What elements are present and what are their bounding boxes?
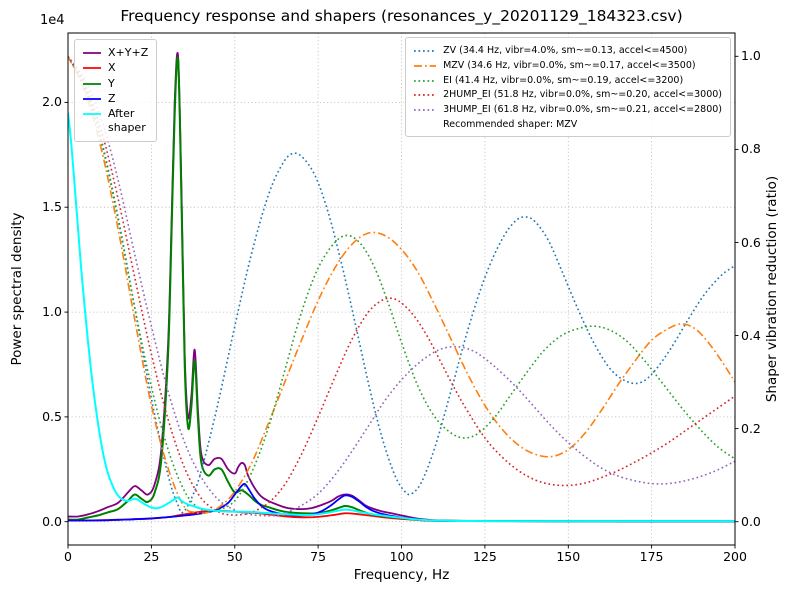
legend-swatch <box>83 97 101 100</box>
x-tick-label: 125 <box>472 549 497 564</box>
y-left-tick-label: 1.0 <box>42 304 62 320</box>
y-left-tick-label: 1.5 <box>42 199 62 215</box>
series-after-shaper <box>68 112 735 523</box>
legend-item: ZV (34.4 Hz, vibr=4.0%, sm~=0.13, accel<… <box>413 44 722 58</box>
y-axis-left-label: Power spectral density <box>9 212 25 366</box>
y-right-tick-label: 0.6 <box>741 234 761 250</box>
legend-swatch <box>414 50 437 52</box>
x-tick-label: 175 <box>639 549 664 564</box>
series-zv <box>68 55 735 514</box>
legend-item: X <box>82 61 148 75</box>
y-axis-offset-label: 1e4 <box>40 13 65 28</box>
legend-swatch <box>414 79 437 82</box>
y-left-tick-label: 2.0 <box>42 94 62 110</box>
legend-item: MZV (34.6 Hz, vibr=0.0%, sm~=0.17, accel… <box>413 59 722 73</box>
legend-label: 2HUMP_EI (51.8 Hz, vibr=0.0%, sm~=0.20, … <box>443 89 722 101</box>
legend-label: 3HUMP_EI (61.8 Hz, vibr=0.0%, sm~=0.21, … <box>443 104 722 116</box>
legend-swatch <box>83 113 101 116</box>
legend-item: Y <box>82 77 148 91</box>
y-right-tick-label: 0.0 <box>741 513 761 529</box>
recommended-shaper-note: Recommended shaper: MZV <box>443 118 578 130</box>
legend-label: X+Y+Z <box>108 46 149 59</box>
legend-shapers: ZV (34.4 Hz, vibr=4.0%, sm~=0.13, accel<… <box>405 37 731 137</box>
legend-label: ZV (34.4 Hz, vibr=4.0%, sm~=0.13, accel<… <box>443 45 688 56</box>
legend-label: EI (41.4 Hz, vibr=0.0%, sm~=0.19, accel<… <box>443 74 684 86</box>
legend-label: Z <box>108 91 116 105</box>
chart-title: Frequency response and shapers (resonanc… <box>120 7 683 25</box>
y-right-tick-label: 0.2 <box>741 420 761 436</box>
series-ei <box>68 55 735 512</box>
legend-swatch <box>83 82 101 85</box>
legend-swatch <box>414 64 437 67</box>
x-tick-label: 200 <box>723 549 747 564</box>
legend-psd: X+Y+Z X Y Z After shaper <box>74 39 158 142</box>
y-right-tick-label: 0.4 <box>741 327 761 343</box>
y-right-tick-label: 1.0 <box>741 48 761 64</box>
x-axis-label: Frequency, Hz <box>353 567 450 583</box>
legend-label: After shaper <box>108 107 146 135</box>
legend-swatch <box>414 94 437 97</box>
legend-swatch <box>414 109 437 111</box>
legend-label: X <box>108 61 116 75</box>
legend-label: MZV (34.6 Hz, vibr=0.0%, sm~=0.17, accel… <box>443 59 696 71</box>
legend-swatch <box>83 52 101 54</box>
y-left-tick-label: 0.5 <box>42 408 62 424</box>
legend-label: Y <box>108 76 115 90</box>
y-right-tick-label: 0.8 <box>741 141 761 157</box>
x-tick-label: 50 <box>226 549 243 564</box>
legend-item: After shaper <box>82 107 148 136</box>
legend-item: Z <box>82 92 148 106</box>
y-left-tick-label: 0.0 <box>42 513 62 529</box>
x-tick-label: 100 <box>389 549 414 564</box>
series-3hump-ei <box>68 55 735 517</box>
legend-item: 3HUMP_EI (61.8 Hz, vibr=0.0%, sm~=0.21, … <box>413 103 722 117</box>
x-tick-label: 0 <box>64 549 72 564</box>
legend-item: X+Y+Z <box>82 46 148 60</box>
x-tick-label: 75 <box>310 549 327 564</box>
curves <box>68 52 735 523</box>
legend-swatch <box>83 67 101 70</box>
legend-item: 2HUMP_EI (51.8 Hz, vibr=0.0%, sm~=0.20, … <box>413 88 722 102</box>
series-mzv <box>68 55 735 515</box>
legend-shapers-items: ZV (34.4 Hz, vibr=4.0%, sm~=0.13, accel<… <box>413 44 722 117</box>
series-x-y-z <box>68 52 735 523</box>
y-axis-right-label: Shaper vibration reduction (ratio) <box>764 175 780 403</box>
x-tick-label: 25 <box>143 549 160 564</box>
x-tick-label: 150 <box>556 549 581 564</box>
tick-marks <box>64 55 739 549</box>
legend-item: EI (41.4 Hz, vibr=0.0%, sm~=0.19, accel<… <box>413 74 722 88</box>
